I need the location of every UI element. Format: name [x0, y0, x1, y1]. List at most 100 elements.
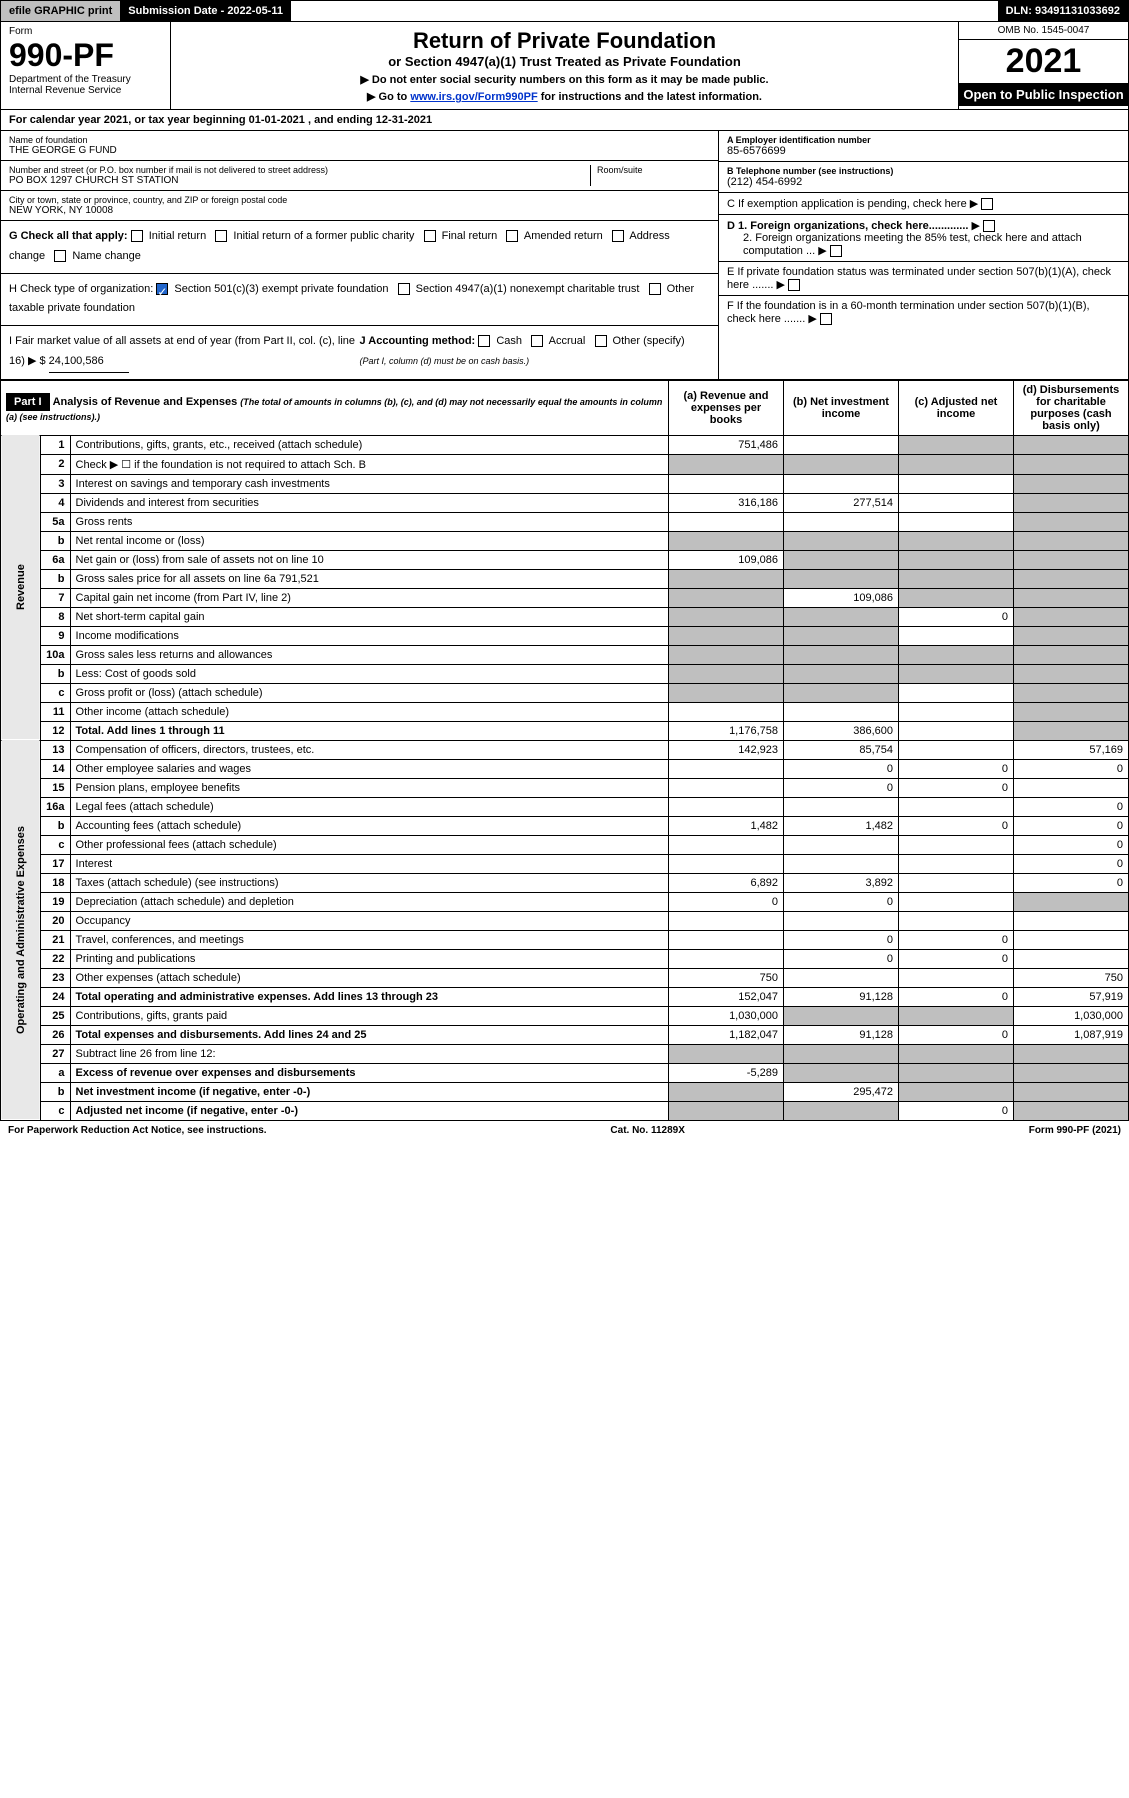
- value-cell: [784, 531, 899, 550]
- line-number: 16a: [40, 797, 70, 816]
- line-description: Less: Cost of goods sold: [70, 664, 668, 683]
- line-description: Net investment income (if negative, ente…: [70, 1082, 668, 1101]
- h-checkbox[interactable]: [398, 283, 410, 295]
- top-bar: efile GRAPHIC print Submission Date - 20…: [0, 0, 1129, 22]
- form-title: Return of Private Foundation: [177, 28, 952, 54]
- g-checkbox[interactable]: [54, 250, 66, 262]
- tel-label: B Telephone number (see instructions): [727, 166, 1120, 176]
- note-pre: ▶ Go to: [367, 91, 410, 103]
- ein-value: 85-6576699: [727, 145, 1120, 157]
- value-cell: [899, 531, 1014, 550]
- irs-link[interactable]: www.irs.gov/Form990PF: [410, 91, 537, 103]
- table-row: 2Check ▶ ☐ if the foundation is not requ…: [1, 454, 1129, 474]
- value-cell: 0: [1014, 759, 1129, 778]
- value-cell: [669, 1044, 784, 1063]
- value-cell: [899, 493, 1014, 512]
- value-cell: [899, 1044, 1014, 1063]
- d2-checkbox[interactable]: [830, 245, 842, 257]
- value-cell: [899, 550, 1014, 569]
- value-cell: 91,128: [784, 987, 899, 1006]
- g-label: G Check all that apply:: [9, 230, 128, 242]
- line-description: Income modifications: [70, 626, 668, 645]
- part1-badge: Part I: [6, 393, 50, 411]
- value-cell: 85,754: [784, 740, 899, 759]
- table-row: 20Occupancy: [1, 911, 1129, 930]
- value-cell: [899, 911, 1014, 930]
- g-checkbox[interactable]: [506, 230, 518, 242]
- value-cell: [784, 854, 899, 873]
- line-number: b: [40, 569, 70, 588]
- table-row: aExcess of revenue over expenses and dis…: [1, 1063, 1129, 1082]
- value-cell: [1014, 892, 1129, 911]
- line-number: 6a: [40, 550, 70, 569]
- value-cell: 6,892: [669, 873, 784, 892]
- value-cell: [1014, 911, 1129, 930]
- f-label: F If the foundation is in a 60-month ter…: [727, 300, 1090, 325]
- value-cell: [899, 892, 1014, 911]
- g-checkbox[interactable]: [612, 230, 624, 242]
- value-cell: [784, 683, 899, 702]
- line-number: 1: [40, 435, 70, 454]
- value-cell: 1,030,000: [669, 1006, 784, 1025]
- g-checkbox[interactable]: [424, 230, 436, 242]
- g-checkbox[interactable]: [131, 230, 143, 242]
- value-cell: [899, 512, 1014, 531]
- g-checkbox[interactable]: [215, 230, 227, 242]
- open-public: Open to Public Inspection: [959, 83, 1128, 106]
- table-row: 7Capital gain net income (from Part IV, …: [1, 588, 1129, 607]
- line-description: Other professional fees (attach schedule…: [70, 835, 668, 854]
- tel-row: B Telephone number (see instructions) (2…: [719, 162, 1128, 193]
- h-checkbox[interactable]: [156, 283, 168, 295]
- line-description: Interest: [70, 854, 668, 873]
- h-checkbox[interactable]: [649, 283, 661, 295]
- table-row: 6aNet gain or (loss) from sale of assets…: [1, 550, 1129, 569]
- line-description: Subtract line 26 from line 12:: [70, 1044, 668, 1063]
- form-number: 990-PF: [9, 37, 162, 74]
- value-cell: 0: [1014, 797, 1129, 816]
- value-cell: [1014, 1082, 1129, 1101]
- line-number: 5a: [40, 512, 70, 531]
- line-description: Pension plans, employee benefits: [70, 778, 668, 797]
- value-cell: [669, 569, 784, 588]
- f-checkbox[interactable]: [820, 313, 832, 325]
- j-checkbox[interactable]: [531, 335, 543, 347]
- table-row: 24Total operating and administrative exp…: [1, 987, 1129, 1006]
- line-description: Other expenses (attach schedule): [70, 968, 668, 987]
- c-label: C If exemption application is pending, c…: [727, 198, 967, 210]
- j-checkbox[interactable]: [478, 335, 490, 347]
- line-description: Check ▶ ☐ if the foundation is not requi…: [70, 454, 668, 474]
- form-header: Form 990-PF Department of the Treasury I…: [0, 22, 1129, 110]
- table-row: bGross sales price for all assets on lin…: [1, 569, 1129, 588]
- value-cell: [669, 949, 784, 968]
- value-cell: -5,289: [669, 1063, 784, 1082]
- line-description: Depreciation (attach schedule) and deple…: [70, 892, 668, 911]
- value-cell: [669, 854, 784, 873]
- line-description: Other income (attach schedule): [70, 702, 668, 721]
- value-cell: [899, 968, 1014, 987]
- value-cell: [784, 512, 899, 531]
- table-row: 15Pension plans, employee benefits00: [1, 778, 1129, 797]
- value-cell: [669, 778, 784, 797]
- j-checkbox[interactable]: [595, 335, 607, 347]
- value-cell: [899, 435, 1014, 454]
- expenses-side-label: Operating and Administrative Expenses: [1, 740, 41, 1120]
- tel-value: (212) 454-6992: [727, 176, 1120, 188]
- d1-checkbox[interactable]: [983, 220, 995, 232]
- value-cell: [1014, 531, 1129, 550]
- value-cell: [1014, 626, 1129, 645]
- table-row: 5aGross rents: [1, 512, 1129, 531]
- line-description: Total. Add lines 1 through 11: [70, 721, 668, 740]
- e-checkbox[interactable]: [788, 279, 800, 291]
- h-check-row: H Check type of organization: Section 50…: [1, 274, 718, 327]
- value-cell: 109,086: [784, 588, 899, 607]
- table-row: Operating and Administrative Expenses13C…: [1, 740, 1129, 759]
- value-cell: 0: [899, 987, 1014, 1006]
- value-cell: 1,030,000: [1014, 1006, 1129, 1025]
- value-cell: 91,128: [784, 1025, 899, 1044]
- value-cell: [669, 645, 784, 664]
- table-row: bNet rental income or (loss): [1, 531, 1129, 550]
- efile-label[interactable]: efile GRAPHIC print: [1, 1, 120, 21]
- c-checkbox[interactable]: [981, 198, 993, 210]
- value-cell: 0: [669, 892, 784, 911]
- value-cell: [1014, 454, 1129, 474]
